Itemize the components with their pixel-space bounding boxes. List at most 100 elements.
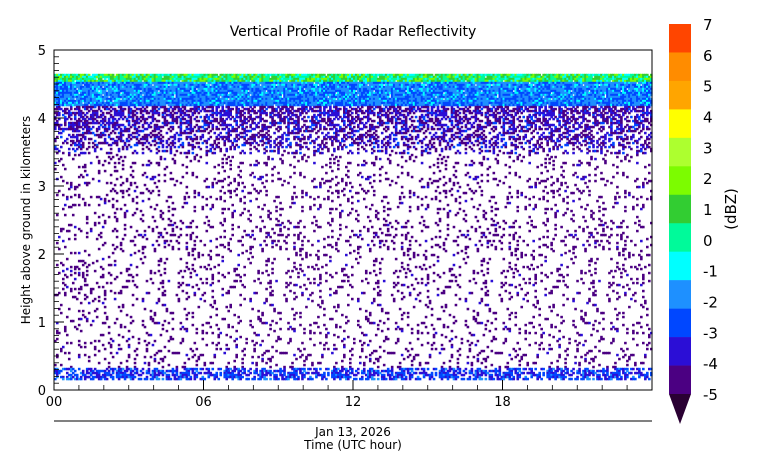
- reflectivity-cell: [227, 133, 231, 137]
- reflectivity-cell: [219, 149, 223, 153]
- reflectivity-cell: [69, 93, 73, 97]
- reflectivity-cell: [109, 351, 113, 355]
- reflectivity-cell: [187, 91, 191, 95]
- reflectivity-cell: [227, 183, 231, 187]
- reflectivity-cell: [233, 209, 236, 213]
- reflectivity-cell: [281, 111, 284, 115]
- reflectivity-cell: [273, 123, 276, 127]
- reflectivity-cell: [259, 215, 262, 219]
- reflectivity-cell: [141, 261, 145, 265]
- reflectivity-cell: [249, 87, 252, 91]
- reflectivity-cell: [193, 377, 197, 381]
- reflectivity-cell: [209, 101, 213, 105]
- reflectivity-cell: [99, 95, 103, 99]
- reflectivity-cell: [231, 213, 234, 217]
- reflectivity-cell: [113, 123, 117, 127]
- reflectivity-cell: [55, 97, 59, 101]
- reflectivity-cell: [263, 91, 266, 95]
- reflectivity-cell: [113, 75, 117, 79]
- reflectivity-cell: [99, 83, 103, 87]
- reflectivity-cell: [103, 85, 107, 89]
- reflectivity-cell: [181, 373, 185, 377]
- reflectivity-cell: [257, 75, 260, 79]
- reflectivity-cell: [163, 355, 167, 359]
- reflectivity-cell: [203, 121, 207, 125]
- reflectivity-cell: [181, 87, 185, 91]
- reflectivity-cell: [219, 81, 223, 85]
- reflectivity-cell: [225, 123, 229, 127]
- reflectivity-cell: [277, 77, 280, 81]
- reflectivity-cell: [171, 337, 175, 341]
- reflectivity-cell: [187, 131, 191, 135]
- reflectivity-cell: [233, 359, 236, 363]
- reflectivity-cell: [239, 87, 242, 91]
- reflectivity-cell: [257, 355, 260, 359]
- reflectivity-cell: [99, 265, 103, 269]
- reflectivity-cell: [283, 377, 286, 381]
- reflectivity-cell: [81, 145, 85, 149]
- reflectivity-cell: [93, 89, 97, 93]
- reflectivity-cell: [261, 371, 264, 375]
- reflectivity-cell: [207, 321, 211, 325]
- reflectivity-cell: [133, 113, 137, 117]
- reflectivity-cell: [137, 337, 141, 341]
- reflectivity-cell: [67, 121, 71, 125]
- reflectivity-cell: [295, 101, 298, 105]
- reflectivity-cell: [229, 167, 232, 171]
- reflectivity-cell: [191, 87, 195, 91]
- reflectivity-cell: [129, 91, 133, 95]
- reflectivity-cell: [209, 239, 213, 243]
- reflectivity-cell: [113, 183, 117, 187]
- reflectivity-cell: [61, 81, 65, 85]
- reflectivity-cell: [271, 87, 274, 91]
- reflectivity-cell: [255, 85, 258, 89]
- reflectivity-cell: [117, 73, 121, 77]
- reflectivity-cell: [225, 77, 229, 81]
- reflectivity-cell: [261, 91, 264, 95]
- reflectivity-cell: [243, 99, 246, 103]
- reflectivity-cell: [133, 83, 137, 87]
- reflectivity-cell: [181, 85, 185, 89]
- reflectivity-cell: [211, 181, 215, 185]
- reflectivity-cell: [149, 81, 153, 85]
- reflectivity-cell: [121, 303, 125, 307]
- reflectivity-cell: [101, 131, 105, 135]
- reflectivity-cell: [109, 143, 113, 147]
- reflectivity-cell: [155, 83, 159, 87]
- reflectivity-cell: [167, 99, 171, 103]
- reflectivity-cell: [119, 371, 123, 375]
- reflectivity-cell: [73, 85, 77, 89]
- reflectivity-cell: [77, 323, 81, 327]
- reflectivity-cell: [185, 97, 189, 101]
- reflectivity-cell: [153, 375, 157, 379]
- reflectivity-cell: [167, 375, 171, 379]
- reflectivity-cell: [161, 145, 165, 149]
- reflectivity-cell: [289, 143, 292, 147]
- reflectivity-cell: [273, 119, 276, 123]
- reflectivity-cell: [143, 355, 147, 359]
- reflectivity-cell: [95, 375, 99, 379]
- reflectivity-cell: [165, 239, 169, 243]
- reflectivity-cell: [99, 81, 103, 85]
- reflectivity-cell: [283, 111, 286, 115]
- reflectivity-cell: [265, 321, 268, 325]
- reflectivity-cell: [229, 181, 232, 185]
- reflectivity-cell: [137, 75, 141, 79]
- reflectivity-cell: [223, 135, 227, 139]
- reflectivity-cell: [199, 353, 203, 357]
- reflectivity-cell: [103, 305, 107, 309]
- reflectivity-cell: [127, 99, 131, 103]
- reflectivity-cell: [277, 125, 280, 129]
- reflectivity-cell: [69, 223, 73, 227]
- reflectivity-cell: [149, 95, 153, 99]
- reflectivity-cell: [115, 229, 119, 233]
- reflectivity-cell: [151, 371, 155, 375]
- reflectivity-cell: [199, 79, 203, 83]
- reflectivity-cell: [169, 87, 173, 91]
- reflectivity-cell: [231, 101, 234, 105]
- reflectivity-cell: [201, 129, 205, 133]
- reflectivity-cell: [133, 109, 137, 113]
- reflectivity-cell: [115, 81, 119, 85]
- reflectivity-cell: [59, 75, 63, 79]
- reflectivity-cell: [231, 95, 234, 99]
